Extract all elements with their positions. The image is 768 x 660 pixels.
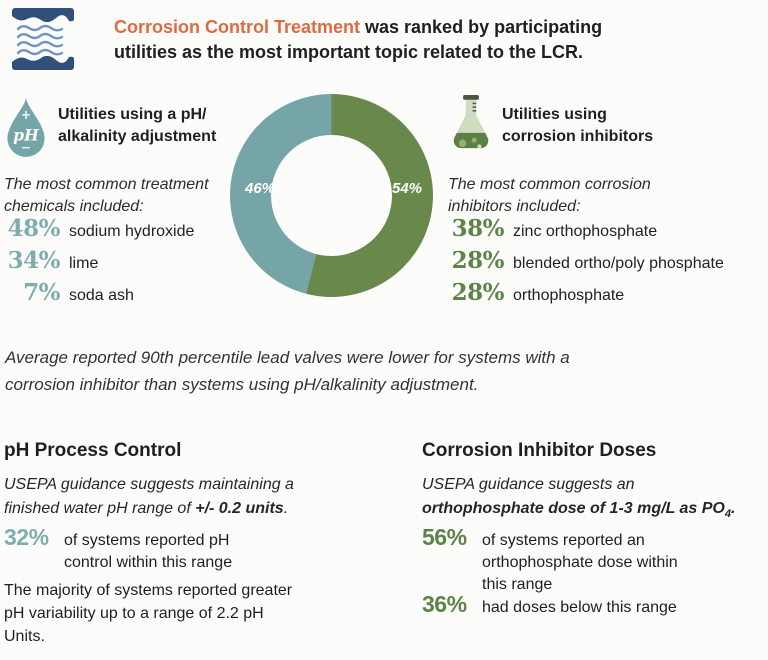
- stat-value: 7%: [23, 279, 60, 306]
- lead-levels-note: Average reported 90th percentile lead va…: [5, 348, 570, 394]
- stat-value: 36%: [422, 591, 467, 617]
- stat-value: 56%: [422, 524, 467, 550]
- stat-row: 28% orthophosphate: [448, 281, 724, 305]
- stat-value: 38%: [451, 215, 505, 242]
- right-panel-leadin: The most common corrosion inhibitors incl…: [448, 176, 651, 215]
- water-stream-icon: [12, 8, 76, 70]
- stat-value: 32%: [4, 524, 49, 550]
- left-panel-leadin: The most common treatment chemicals inclu…: [4, 176, 209, 215]
- stat-label: had doses below this range: [482, 599, 677, 616]
- stat-label: zinc orthophosphate: [513, 223, 658, 240]
- po4-subscript: 4: [724, 508, 731, 521]
- right-panel-stats: 38% zinc orthophosphate 28% blended orth…: [448, 217, 724, 305]
- stat-label: orthophosphate: [513, 287, 625, 304]
- svg-text:+: +: [21, 107, 30, 124]
- ph-process-control-title: pH Process Control: [4, 440, 182, 461]
- svg-text:–: –: [22, 139, 31, 156]
- page-title-rest: was ranked by participating utilities as…: [114, 17, 603, 62]
- stat-row: 32% of systems reported pH control withi…: [4, 525, 264, 574]
- page-title-highlight: Corrosion Control Treatment: [114, 17, 361, 37]
- stat-row: 34% lime: [4, 249, 194, 273]
- donut-label-ph: 46%: [244, 180, 276, 197]
- stat-label: of systems reported an orthophosphate do…: [482, 532, 678, 593]
- inhibitor-doses-title: Corrosion Inhibitor Doses: [422, 440, 657, 461]
- right-panel-title: Utilities using corrosion inhibitors: [502, 106, 654, 145]
- stat-value: 28%: [451, 279, 505, 306]
- ph-variability-note: The majority of systems reported greater…: [4, 582, 293, 645]
- stat-value: 34%: [7, 247, 61, 274]
- left-panel-stats: 48% sodium hydroxide 34% lime 7% soda as…: [4, 215, 195, 305]
- left-panel-title: Utilities using a pH/alkalinity adjustme…: [58, 106, 217, 145]
- stat-label: lime: [69, 255, 99, 272]
- inhibitor-guidance: USEPA guidance suggests an orthophosphate…: [422, 476, 736, 521]
- stat-row: 36% had doses below this range: [422, 592, 677, 619]
- stat-label: soda ash: [69, 287, 134, 304]
- stat-label: blended ortho/poly phosphate: [513, 255, 724, 272]
- page-title: Corrosion Control Treatment was ranked b…: [114, 15, 659, 65]
- stat-row: 56% of systems reported an orthophosphat…: [422, 525, 697, 596]
- svg-text:pH: pH: [13, 125, 40, 144]
- donut-chart: 54% 46%: [230, 94, 433, 297]
- stat-value: 48%: [7, 215, 61, 242]
- stat-row: 7% soda ash: [4, 281, 194, 305]
- flask-icon: [453, 95, 489, 149]
- stat-label: of systems reported pH control within th…: [64, 532, 233, 571]
- stat-row: 28% blended ortho/poly phosphate: [448, 249, 724, 273]
- stat-row: 38% zinc orthophosphate: [448, 217, 724, 241]
- stat-row: 48% sodium hydroxide: [4, 215, 195, 242]
- stat-value: 28%: [451, 247, 505, 274]
- donut-label-inhibitors: 54%: [391, 180, 423, 197]
- ph-drop-icon: + pH –: [7, 97, 45, 157]
- ph-guidance: USEPA guidance suggests maintaining a fin…: [4, 476, 294, 517]
- stat-label: sodium hydroxide: [69, 223, 195, 240]
